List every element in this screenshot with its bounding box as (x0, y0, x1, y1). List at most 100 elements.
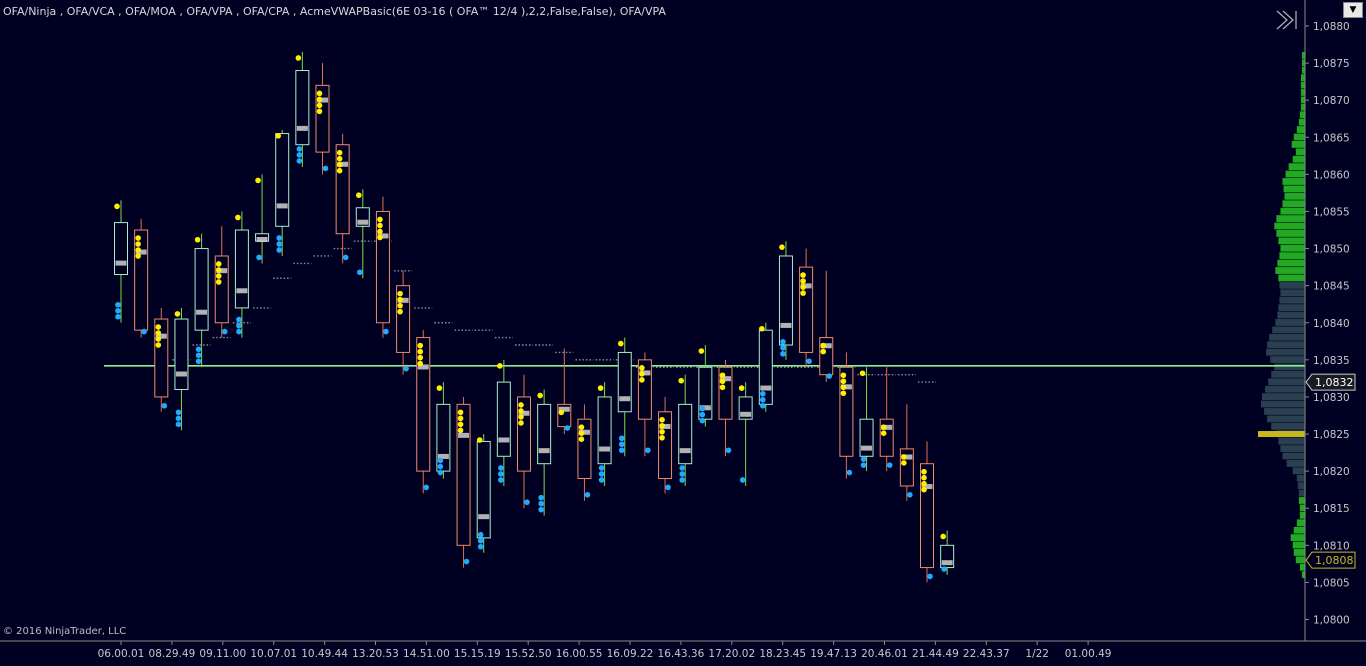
skip-forward-icon[interactable] (1276, 10, 1297, 30)
sell-dot (437, 469, 444, 476)
buy-dot (921, 480, 927, 487)
sell-dot (437, 457, 444, 464)
candle-volume-marker (599, 446, 611, 452)
volume-profile-bar (1299, 504, 1305, 512)
sell-dot (195, 358, 202, 365)
volume-profile-bar (1296, 474, 1305, 482)
candle-volume-marker (155, 333, 167, 339)
volume-profile-bar (1292, 155, 1305, 163)
buy-dot (316, 96, 323, 103)
buy-dot (738, 385, 745, 391)
volume-profile-bar (1293, 549, 1305, 556)
buy-dot (215, 261, 222, 267)
sell-dot (342, 254, 349, 261)
candle (355, 189, 370, 279)
y-tick-label: 1,0830 (1313, 392, 1350, 404)
y-tick-label: 1,0800 (1313, 615, 1350, 627)
candle-volume-marker (760, 385, 772, 391)
volume-profile-bar (1267, 415, 1305, 423)
y-tick-label: 1,0855 (1313, 206, 1350, 218)
candle-volume-marker (881, 424, 893, 430)
sell-dot (115, 307, 121, 314)
candle-volume-marker (558, 406, 570, 412)
volume-profile-bar (1278, 304, 1305, 312)
buy-dot (135, 247, 141, 253)
sell-dot (780, 351, 786, 357)
candle-volume-marker (820, 343, 832, 349)
chart-menu-button[interactable]: ▼ (1343, 2, 1363, 18)
sell-dot (276, 247, 283, 253)
candle-volume-marker (740, 411, 752, 417)
sell-dot (760, 402, 766, 409)
candle-body (275, 133, 290, 227)
sell-dot (618, 447, 625, 454)
buy-dot (336, 155, 343, 162)
volume-profile-bar (1286, 459, 1305, 467)
candle-volume-marker (377, 233, 389, 239)
volume-profile-bar (1274, 363, 1305, 371)
volume-profile-bar (1296, 519, 1305, 527)
sell-dot (538, 500, 544, 507)
candle (537, 389, 552, 516)
buy-dot (659, 422, 665, 429)
sell-dot (679, 471, 685, 477)
candle-volume-marker (437, 453, 449, 459)
buy-dot (617, 340, 624, 347)
buy-dot (921, 468, 927, 475)
candle-volume-marker (256, 237, 268, 243)
candle-body (597, 396, 612, 465)
buy-dot (377, 228, 383, 235)
buy-dot (558, 409, 565, 416)
sell-dot (524, 499, 530, 506)
volume-profile-bar (1300, 103, 1305, 111)
buy-dot (457, 409, 464, 416)
candle-body (496, 381, 511, 457)
candle (899, 404, 914, 501)
candle (416, 330, 431, 494)
volume-profile-bar (1293, 133, 1305, 141)
candle-body (476, 440, 491, 539)
sell-dot (760, 390, 766, 397)
sell-dot (221, 328, 228, 335)
sell-dot (437, 463, 444, 470)
last-price-badge-text: 1,0832 (1315, 376, 1354, 389)
candle-volume-marker (538, 448, 550, 454)
sell-dot (598, 465, 605, 471)
candle (517, 374, 531, 509)
last-price-badge: 1,0832 (1305, 373, 1356, 391)
candle-volume-marker (115, 260, 127, 266)
buy-dot (155, 336, 162, 342)
buy-dot (476, 437, 483, 443)
candle-volume-marker (578, 429, 590, 435)
volume-profile-bar (1280, 289, 1305, 297)
buy-dot (719, 372, 726, 379)
candle (295, 51, 310, 167)
candle-body (617, 351, 632, 413)
x-tick-label: 08.29.49 (149, 648, 196, 660)
y-tick-label: 1,0880 (1313, 21, 1350, 33)
y-tick-label: 1,0820 (1313, 466, 1350, 478)
sell-dot (826, 373, 833, 379)
x-tick-label: 09.11.00 (199, 648, 246, 660)
volume-profile-bar (1279, 281, 1305, 289)
buy-dot (316, 108, 323, 115)
sell-dot (276, 241, 283, 247)
sell-dot (477, 543, 484, 550)
volume-profile-bar (1297, 482, 1305, 490)
volume-profile-bar (1295, 556, 1305, 564)
buy-dot (840, 384, 847, 391)
volume-profile-bar (1301, 571, 1305, 579)
close-price-badge-text: 1,0808 (1315, 554, 1354, 567)
sell-dot (941, 566, 947, 572)
candle-volume-marker (840, 384, 852, 390)
candle (738, 382, 753, 486)
candle-volume-marker (317, 97, 328, 103)
sell-dot (679, 465, 685, 471)
candle-body (517, 396, 531, 472)
buy-dot (155, 330, 162, 336)
buy-dot (417, 360, 424, 367)
buy-dot (578, 430, 585, 436)
sell-dot (175, 409, 182, 416)
buy-dot (639, 377, 645, 383)
